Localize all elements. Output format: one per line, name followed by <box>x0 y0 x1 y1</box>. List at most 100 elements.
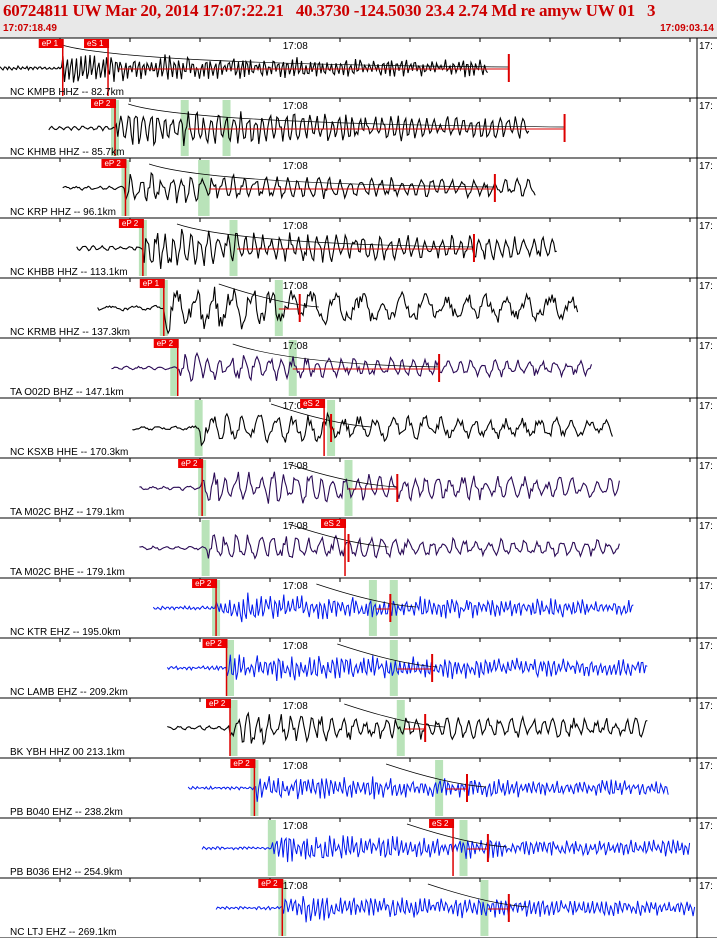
s-window-marker <box>222 100 231 156</box>
coda-decay-curve <box>176 223 474 248</box>
edge-time-label: 17: <box>699 701 713 712</box>
coda-decay-curve <box>148 163 495 188</box>
waveform-trace <box>187 776 669 802</box>
waveform-trace <box>167 711 648 746</box>
minute-tick-label: 17:08 <box>283 101 308 112</box>
minute-tick-label: 17:08 <box>283 701 308 712</box>
phase-pick-label: eP 2 <box>195 579 212 588</box>
window-start-time: 17:07:18.49 <box>3 23 57 34</box>
phase-pick-label: eP 2 <box>233 759 250 768</box>
edge-time-label: 17: <box>699 881 713 892</box>
phase-pick-flag[interactable] <box>300 399 326 408</box>
minute-tick-label: 17:08 <box>283 161 308 172</box>
phase-pick-flag[interactable] <box>192 579 218 588</box>
coda-decay-curve <box>385 763 487 788</box>
station-label: BK YBH HHZ 00 213.1km <box>10 747 125 758</box>
coda-decay-curve <box>218 283 319 308</box>
phase-pick-label: eS 2 <box>303 399 320 408</box>
station-label: NC KRMB HHZ -- 137.3km <box>10 327 130 338</box>
phase-pick-flag[interactable] <box>202 639 228 648</box>
phase-pick-label: eS 1 <box>87 39 104 48</box>
coda-decay-curve <box>270 403 372 428</box>
edge-time-label: 17: <box>699 641 713 652</box>
edge-time-label: 17: <box>699 341 713 352</box>
phase-pick-flag[interactable] <box>139 279 165 288</box>
event-header: 60724811 UW Mar 20, 2014 17:07:22.21 40.… <box>0 0 717 38</box>
station-label: NC KHBB HHZ -- 113.1km <box>10 267 128 278</box>
minute-tick-label: 17:08 <box>283 761 308 772</box>
waveform-trace <box>215 896 696 923</box>
s-window-marker <box>274 280 283 336</box>
phase-pick-label: eP 2 <box>122 219 139 228</box>
phase-pick-flag[interactable] <box>153 339 179 348</box>
waveform-trace <box>132 411 613 447</box>
edge-time-label: 17: <box>699 221 713 232</box>
waveform-trace <box>111 351 593 383</box>
minute-tick-label: 17:08 <box>283 41 308 52</box>
station-label: NC KMPB HHZ -- 82.7km <box>10 87 124 98</box>
edge-time-label: 17: <box>699 581 713 592</box>
s-window-marker <box>389 580 398 636</box>
coda-decay-curve <box>232 343 440 368</box>
phase-pick-flag[interactable] <box>321 519 347 528</box>
edge-time-label: 17: <box>699 821 713 832</box>
minute-tick-label: 17:08 <box>283 641 308 652</box>
phase-pick-flag[interactable] <box>230 759 256 768</box>
station-label: NC KTR EHZ -- 195.0km <box>10 627 121 638</box>
phase-pick-label: eP 1 <box>143 279 160 288</box>
phase-pick-flag[interactable] <box>178 459 204 468</box>
station-label: NC KRP HHZ -- 96.1km <box>10 207 116 218</box>
coda-decay-curve <box>406 823 508 848</box>
s-window-marker <box>267 820 276 876</box>
station-label: NC KHMB HHZ -- 85.7km <box>10 147 124 158</box>
station-label: NC LTJ EHZ -- 269.1km <box>10 927 117 938</box>
phase-pick-label: eP 2 <box>261 879 278 888</box>
coda-decay-curve <box>288 523 389 548</box>
phase-pick-label: eS 2 <box>432 819 449 828</box>
phase-pick-flag[interactable] <box>258 879 284 888</box>
edge-time-label: 17: <box>699 521 713 532</box>
phase-pick-flag[interactable] <box>84 39 110 48</box>
s-window-marker <box>288 340 297 396</box>
minute-tick-label: 17:08 <box>283 881 308 892</box>
phase-pick-flag[interactable] <box>38 39 64 48</box>
waveform-trace <box>139 471 620 504</box>
minute-tick-label: 17:08 <box>283 401 308 412</box>
station-label: TA O02D BHZ -- 147.1km <box>10 387 124 398</box>
s-window-marker <box>368 580 377 636</box>
s-window-marker <box>229 700 238 756</box>
coda-decay-curve <box>427 883 528 908</box>
s-window-marker <box>180 100 189 156</box>
window-end-time: 17:09:03.14 <box>660 23 714 34</box>
s-window-marker <box>459 820 468 876</box>
minute-tick-label: 17:08 <box>283 221 308 232</box>
s-window-marker <box>435 760 444 816</box>
coda-decay-curve <box>337 643 438 668</box>
minute-tick-label: 17:08 <box>283 581 308 592</box>
edge-time-label: 17: <box>699 401 713 412</box>
phase-pick-label: eP 2 <box>181 459 198 468</box>
waveform-trace <box>166 654 648 682</box>
phase-pick-flag[interactable] <box>91 99 117 108</box>
s-window-marker <box>396 700 405 756</box>
phase-pick-flag[interactable] <box>101 159 127 168</box>
edge-time-label: 17: <box>699 101 713 112</box>
station-label: PB B040 EHZ -- 238.2km <box>10 807 123 818</box>
minute-tick-label: 17:08 <box>283 281 308 292</box>
s-window-marker <box>170 340 179 396</box>
phase-pick-flag[interactable] <box>118 219 144 228</box>
station-label: PB B036 EH2 -- 254.9km <box>10 867 122 878</box>
station-label: NC KSXB HHE -- 170.3km <box>10 447 128 458</box>
edge-time-label: 17: <box>699 41 713 52</box>
waveform-trace <box>97 286 579 335</box>
waveform-trace <box>62 171 536 204</box>
event-title: 60724811 UW Mar 20, 2014 17:07:22.21 40.… <box>3 1 656 20</box>
phase-pick-label: eP 1 <box>42 39 59 48</box>
edge-time-label: 17: <box>699 761 713 772</box>
phase-pick-flag[interactable] <box>429 819 455 828</box>
s-window-marker <box>344 460 353 516</box>
phase-pick-label: eP 2 <box>157 339 174 348</box>
coda-decay-curve <box>288 463 398 488</box>
phase-pick-flag[interactable] <box>206 699 232 708</box>
